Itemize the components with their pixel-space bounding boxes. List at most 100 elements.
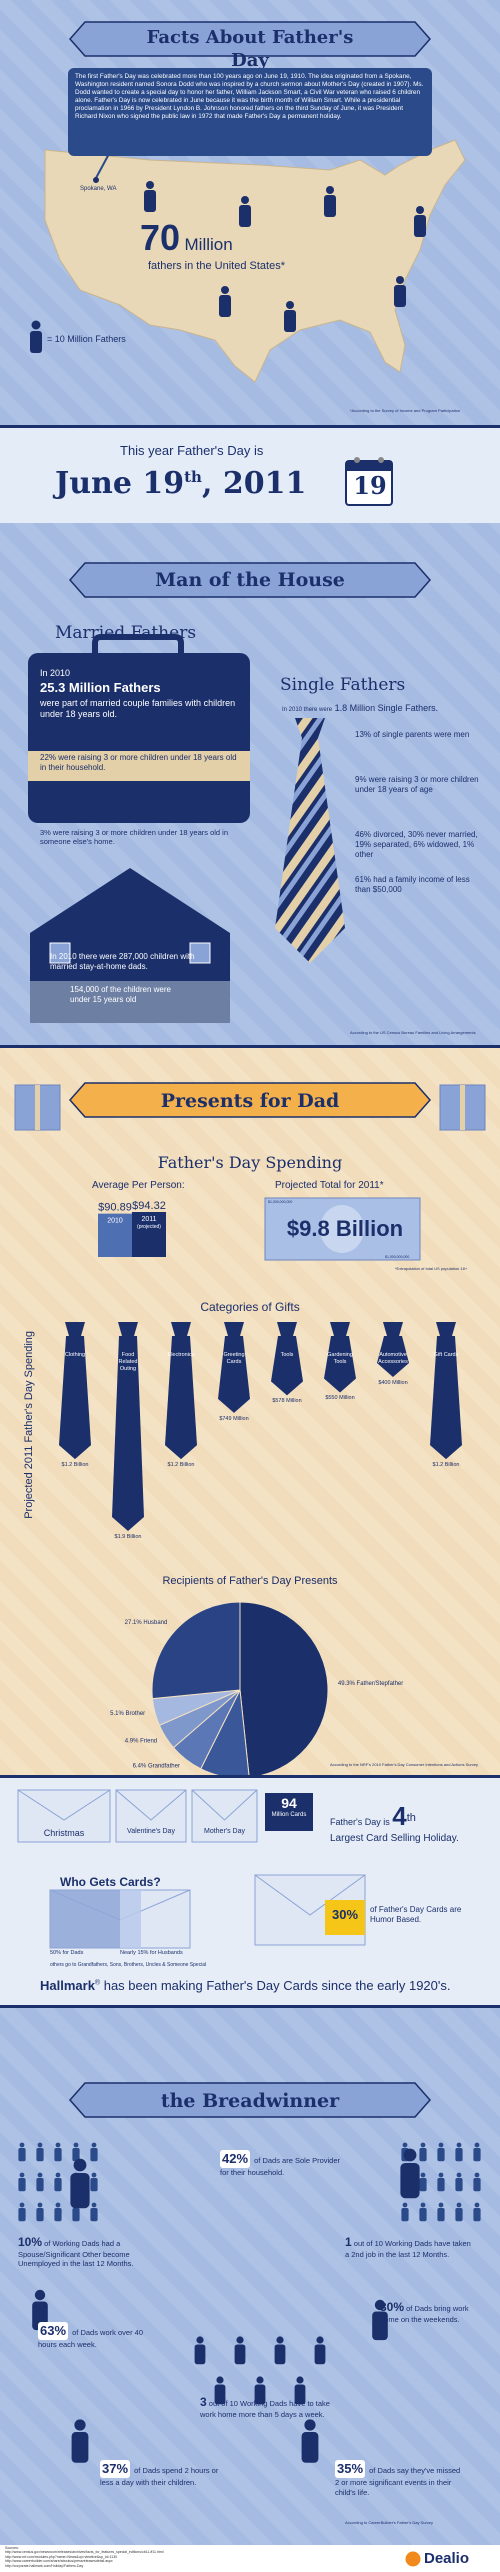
- tie-bar: [377, 1336, 409, 1378]
- envelope-flap: [17, 1789, 111, 1821]
- brand-icon: [405, 2551, 421, 2567]
- person-icon: [34, 2289, 46, 2301]
- category-label: Food Related Outing: [118, 1352, 138, 1372]
- value-label: $578 Million: [272, 1398, 302, 1405]
- hallmark-mark: ®: [94, 1979, 101, 1987]
- humor-text: of Father's Day Cards are Humor Based.: [370, 1905, 462, 1924]
- category-label: Tools: [280, 1352, 294, 1358]
- person-icon: [326, 186, 334, 194]
- person-icon: [234, 2344, 246, 2365]
- who-value: 15%: [137, 1950, 149, 1956]
- value-label: $1.9 Billion: [114, 1534, 142, 1540]
- person-icon: [304, 2419, 316, 2431]
- tie-bar: [218, 1336, 250, 1413]
- person-icon: [90, 2148, 98, 2162]
- person-icon: [416, 206, 424, 214]
- married-note: 3% were raising 3 or more children under…: [40, 828, 229, 847]
- tie-bar: [324, 1336, 356, 1393]
- person-icon: [324, 195, 336, 217]
- person-icon: [36, 2208, 44, 2222]
- person-icon: [394, 285, 406, 307]
- section-title: the Breadwinner: [160, 2090, 340, 2112]
- person-icon: [402, 2142, 408, 2148]
- value-label: $1.2 Billion: [432, 1462, 460, 1469]
- slice-label: 6.4% Grandfather: [133, 1763, 180, 1769]
- holiday-label: Mother's Day: [203, 1828, 245, 1835]
- fact-number: 63%: [38, 2322, 69, 2341]
- fact-number: 10%: [18, 2235, 43, 2249]
- single-item: 9% were raising 3 or more children under…: [355, 775, 479, 794]
- bar-segment: [50, 1890, 120, 1948]
- slice-value: 4.9%: [125, 1738, 139, 1744]
- card-rank: Father's Day is 4th Largest Card Selling …: [330, 1800, 490, 1845]
- slice-label: 5.1% Brother: [110, 1711, 145, 1717]
- category-label: Electronics: [167, 1352, 195, 1358]
- person-icon: [37, 2202, 43, 2208]
- briefcase-handle: [92, 634, 184, 655]
- married-heading: Married Fathers: [55, 623, 197, 643]
- holiday-label: Christmas: [43, 1828, 85, 1838]
- map-figures: [144, 181, 426, 332]
- person-icon: [196, 2336, 204, 2344]
- cards-number: 94: [281, 1795, 297, 1811]
- single-intro-line: In 2010 there were 1.8 Million Single Fa…: [282, 703, 438, 715]
- person-icon: [36, 2178, 44, 2192]
- tie-bar: [430, 1336, 462, 1460]
- house-note: 154,000 of the children were under 15 ye…: [70, 985, 171, 1004]
- fact-text: of Dads work over 40 hours each week.: [38, 2328, 143, 2350]
- envelope: [191, 1789, 258, 1843]
- title-ribbon: [68, 21, 432, 57]
- fact: 35% of Dads say they've missed 2 or more…: [335, 2460, 465, 2497]
- who-others: others go to Grandfathers, Sons, Brother…: [50, 1962, 207, 1968]
- fact-number: 30%: [380, 2300, 405, 2314]
- person-icon: [70, 2173, 90, 2209]
- ribbon: [68, 2082, 432, 2118]
- date-year: , 2011: [201, 466, 307, 501]
- single-item: 61% had a family income of less than $50…: [355, 875, 470, 894]
- slice-name: Father/Stepfather: [357, 1681, 404, 1687]
- total-heading: Projected Total for 2011*: [275, 1180, 384, 1191]
- person-icon: [301, 2432, 319, 2463]
- history-text: The first Father's Day was celebrated mo…: [68, 68, 432, 156]
- person-icon: [216, 2376, 224, 2384]
- value-label: $400 Million: [378, 1380, 408, 1387]
- person-icon: [90, 2208, 98, 2222]
- gifts-chart: [59, 1322, 462, 1531]
- person-icon: [437, 2178, 445, 2192]
- bill-seal: [320, 1205, 364, 1253]
- who-value: 50%: [50, 1950, 62, 1956]
- window: [189, 942, 211, 964]
- person-icon: [438, 2172, 444, 2178]
- gifts-title: Categories of Gifts: [200, 1300, 300, 1314]
- recipients-title: Recipients of Father's Day Presents: [162, 1575, 338, 1587]
- fact-number: 42%: [220, 2150, 251, 2169]
- ribbon: [68, 562, 432, 598]
- rank-suffix: th: [406, 1812, 416, 1824]
- pie-slice: [151, 1601, 241, 1700]
- window: [49, 942, 71, 964]
- sources-title: Sources:: [5, 2546, 19, 2550]
- person-icon: [296, 2376, 304, 2384]
- fact: 30% of Dads bring work home on the weeke…: [380, 2300, 480, 2324]
- calendar-day: 19: [353, 471, 387, 500]
- tie-knot: [224, 1322, 244, 1336]
- date: June 19th, 2011: [55, 465, 306, 503]
- fathers-unit: Million: [184, 235, 233, 254]
- person-icon: [214, 2384, 226, 2405]
- person-icon: [241, 196, 249, 204]
- fact-text: of Dads are Sole Provider for their hous…: [220, 2156, 341, 2178]
- person-icon: [36, 2148, 44, 2162]
- person-icon: [256, 2376, 264, 2384]
- category-label: Automotive Accessories: [378, 1352, 408, 1365]
- single-item: 13% of single parents were men: [355, 730, 470, 739]
- slice-name: Husband: [143, 1620, 167, 1626]
- married-stripe: 22% were raising 3 or more children unde…: [40, 753, 237, 772]
- fact-number: 3: [200, 2395, 207, 2409]
- person-icon: [276, 2336, 284, 2344]
- person-icon: [221, 286, 229, 294]
- slice-value: 5.1%: [110, 1711, 124, 1717]
- slice-name: Friend: [140, 1738, 157, 1744]
- fact: 37% of Dads spend 2 hours or less a day …: [100, 2460, 220, 2488]
- value-label: $1.2 Billion: [167, 1462, 195, 1469]
- humor-value: 30%: [331, 1907, 359, 1922]
